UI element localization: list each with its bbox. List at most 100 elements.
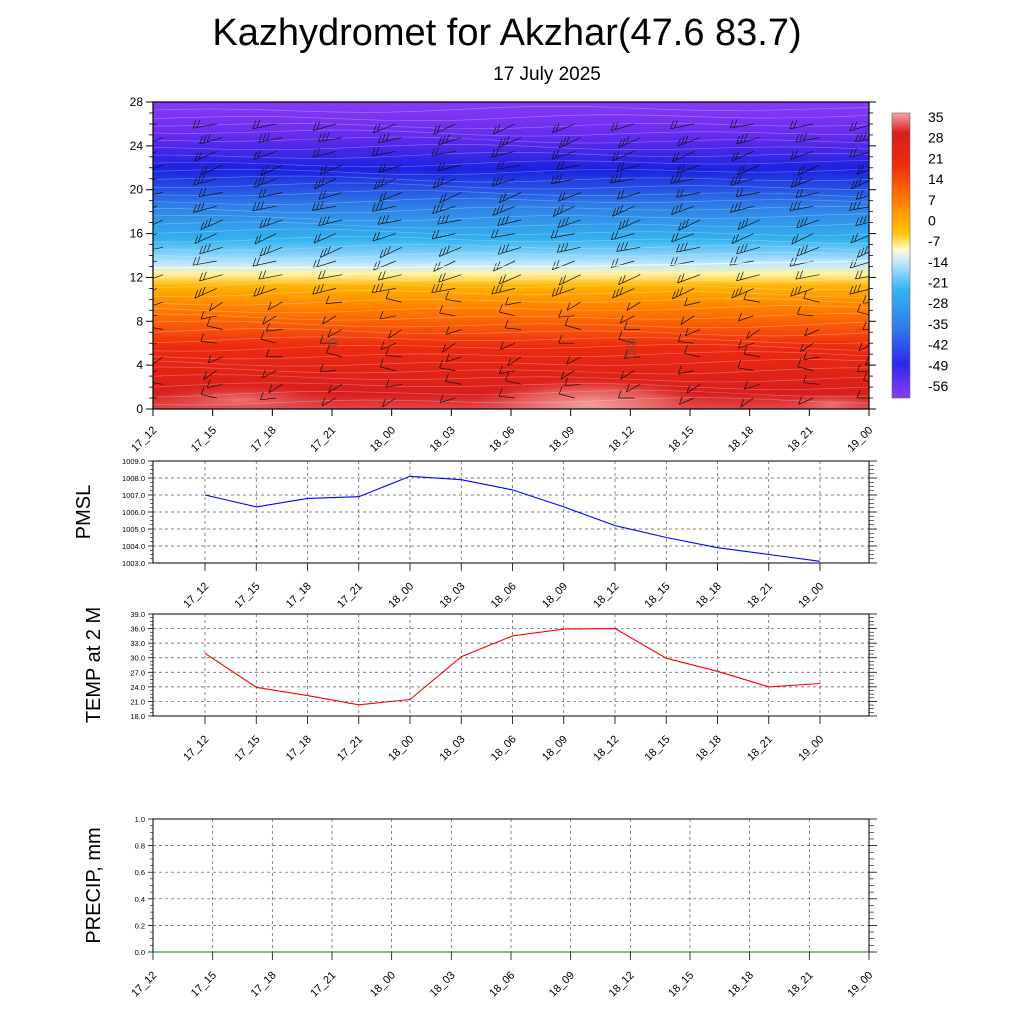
- x-tick-label: 17_21: [308, 424, 338, 454]
- wind-barb: [731, 286, 754, 299]
- contour-line: [153, 374, 869, 383]
- wind-barb: [862, 295, 869, 304]
- wind-barb: [558, 136, 581, 149]
- contour-line: [153, 282, 869, 291]
- y-tick-label: 0.8: [135, 842, 145, 851]
- y-tick-label: 8: [136, 314, 143, 328]
- wind-barb: [153, 301, 164, 306]
- wind-barb: [551, 285, 575, 297]
- wind-barb: [738, 312, 754, 322]
- wind-barb: [797, 306, 814, 317]
- x-tick-label: 18_06: [487, 424, 517, 454]
- wind-barb: [200, 333, 217, 344]
- contour-line: [153, 221, 869, 229]
- contour-line: [153, 206, 869, 214]
- x-tick-label: 18_21: [786, 424, 816, 454]
- x-tick-label: 18_09: [540, 733, 570, 763]
- y-tick-label: 20: [130, 183, 144, 197]
- y-tick-label: 1006.0: [122, 508, 145, 517]
- x-tick-label: 17_12: [129, 969, 159, 999]
- wind-barb: [677, 365, 695, 375]
- wind-barb: [492, 204, 516, 216]
- wind-barb: [849, 121, 869, 132]
- wind-barb: [560, 370, 575, 380]
- wind-barb: [623, 321, 641, 330]
- wind-barb: [371, 201, 396, 212]
- wind-barb: [206, 379, 223, 389]
- wind-barb: [796, 217, 820, 229]
- x-tick-label: 19_00: [796, 733, 826, 763]
- wind-barb: [267, 301, 283, 311]
- wind-barb: [558, 191, 581, 202]
- wind-barb: [377, 214, 402, 225]
- wind-barb: [319, 334, 337, 344]
- wind-barb: [790, 149, 814, 160]
- wind-barb: [566, 301, 581, 311]
- colorbar-label: -14: [928, 254, 948, 270]
- wind-barb: [498, 274, 522, 285]
- wind-barb: [737, 359, 754, 371]
- x-tick-label: 17_18: [284, 733, 314, 763]
- x-tick-label: 17_15: [232, 733, 262, 763]
- y-tick-label: 12: [130, 270, 144, 284]
- plot-frame: [152, 613, 870, 717]
- wind-barb: [803, 290, 820, 303]
- temp-panel: 18.0 21.0 24.0 27.0 30.0 33.0 36.0 39.0 17_12 17_…: [83, 607, 877, 764]
- wind-barb: [312, 148, 337, 158]
- colorbar-label: -42: [928, 337, 948, 353]
- wind-barb: [312, 284, 337, 295]
- wind-barb: [858, 342, 869, 352]
- wind-barb: [432, 176, 456, 189]
- x-tick-label: 17_15: [189, 969, 219, 999]
- wind-barb: [198, 187, 223, 197]
- wind-barb: [670, 173, 695, 184]
- wind-barb: [797, 358, 814, 371]
- wind-barb: [616, 189, 641, 200]
- x-tick-label: 18_06: [489, 733, 519, 763]
- wind-barb: [498, 135, 522, 148]
- wind-barb: [313, 233, 337, 244]
- x-tick-label: 18_03: [437, 580, 467, 610]
- y-tick-label: 1.0: [135, 815, 145, 824]
- wind-barb: [431, 229, 456, 240]
- y-tick-label: 16: [130, 227, 144, 241]
- colorbar-labels: 35 28 21 14 7 0 -7 -14 -21 -28 -35 -42 -49 -56: [928, 109, 948, 394]
- wind-barb: [791, 233, 814, 245]
- colorbar-label: 7: [928, 192, 936, 208]
- wind-barb: [194, 286, 217, 299]
- wind-barb: [318, 215, 343, 227]
- colorbar: 35 28 21 14 7 0 -7 -14 -21 -28 -35 -42 -49 -56: [891, 109, 948, 399]
- wind-barb: [262, 315, 277, 325]
- wind-barb: [200, 218, 223, 231]
- pmsl-series-line: [204, 475, 821, 562]
- x-tick-label: 18_00: [368, 424, 398, 454]
- wind-barb: [321, 397, 337, 407]
- wind-barb: [552, 123, 575, 134]
- contour-line: [153, 328, 869, 337]
- wind-barb: [328, 384, 343, 393]
- wind-barb: [671, 203, 695, 215]
- wind-barb: [318, 132, 343, 143]
- wind-barb: [327, 328, 343, 338]
- wind-barb: [318, 270, 343, 280]
- x-tick-label: 17_15: [232, 580, 262, 610]
- wind-barb: [259, 244, 283, 257]
- x-tick-label: 17_18: [249, 424, 279, 454]
- wind-barb: [326, 344, 343, 358]
- x-tick-label: 18_21: [786, 969, 816, 999]
- x-tick-label: 18_03: [428, 424, 458, 454]
- x-tick-label: 17_18: [249, 969, 279, 999]
- wind-barb: [438, 134, 462, 146]
- wind-barb: [849, 200, 869, 211]
- x-tick-label: 18_09: [547, 424, 577, 454]
- colorbar-label: 0: [928, 212, 936, 228]
- wind-barb: [504, 319, 522, 330]
- wind-barb: [497, 243, 522, 255]
- wind-barb: [684, 345, 701, 358]
- wind-barb: [616, 241, 641, 252]
- contour-line: [153, 182, 869, 190]
- wind-barb: [258, 270, 283, 280]
- wind-barb: [439, 192, 462, 204]
- wind-barb: [261, 369, 277, 379]
